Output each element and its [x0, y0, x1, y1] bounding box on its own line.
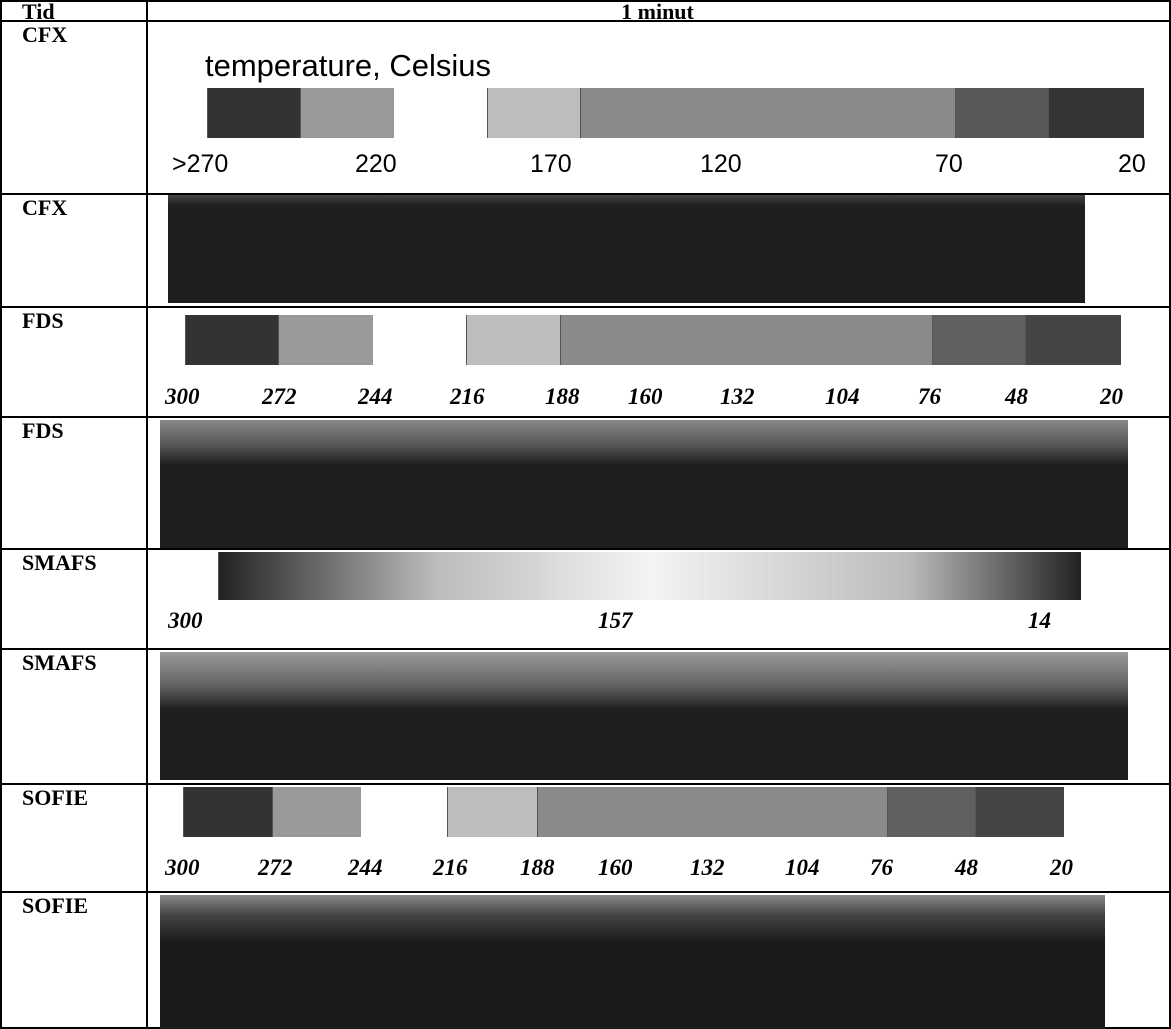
- result-image: [168, 195, 1085, 303]
- tick-label: 300: [165, 384, 200, 409]
- tick-label: 20: [1100, 384, 1123, 409]
- tick-label: 160: [598, 855, 633, 880]
- tick-label: 104: [785, 855, 820, 880]
- result-image: [160, 652, 1128, 780]
- border: [1169, 0, 1171, 1029]
- color-segment: [487, 88, 581, 138]
- tick-label: 132: [720, 384, 755, 409]
- tick-label: 76: [870, 855, 893, 880]
- tick-label: 216: [433, 855, 468, 880]
- header-cell: Tid: [22, 0, 55, 24]
- row-label: FDS: [22, 418, 64, 443]
- row-label: FDS: [22, 308, 64, 333]
- header-cell: 1 minut: [621, 0, 694, 24]
- color-gradient: [218, 552, 1081, 600]
- border: [0, 306, 1171, 308]
- row-label: SMAFS: [22, 650, 97, 675]
- color-segment: [537, 787, 888, 837]
- tick-label: 244: [348, 855, 383, 880]
- row-label: CFX: [22, 22, 68, 47]
- tick-label: 48: [955, 855, 978, 880]
- result-image: [160, 420, 1128, 548]
- tick-label: 132: [690, 855, 725, 880]
- tick-label: 188: [520, 855, 555, 880]
- tick-label: 20: [1050, 855, 1073, 880]
- tick-label: 157: [598, 608, 633, 633]
- color-segment: [975, 787, 1064, 837]
- tick-label: >270: [172, 150, 229, 178]
- border: [0, 20, 1171, 22]
- color-segment: [955, 88, 1049, 138]
- tick-label: 14: [1028, 608, 1051, 633]
- row-label: CFX: [22, 195, 68, 220]
- tick-label: 272: [258, 855, 293, 880]
- color-segment: [447, 787, 538, 837]
- tick-label: 216: [450, 384, 485, 409]
- border: [0, 648, 1171, 650]
- scale-title: temperature, Celsius: [205, 48, 492, 83]
- color-segment: [1048, 88, 1144, 138]
- tick-label: 76: [918, 384, 941, 409]
- tick-label: 120: [700, 150, 742, 178]
- border: [0, 0, 2, 1029]
- border: [0, 0, 1171, 2]
- color-segment: [272, 787, 361, 837]
- border: [146, 0, 148, 1029]
- color-segment: [278, 315, 373, 365]
- color-segment: [560, 315, 933, 365]
- tick-label: 48: [1005, 384, 1028, 409]
- tick-label: 300: [168, 608, 203, 633]
- tick-label: 272: [262, 384, 297, 409]
- color-segment: [466, 315, 561, 365]
- tick-label: 188: [545, 384, 580, 409]
- color-segment: [207, 88, 301, 138]
- tick-label: 300: [165, 855, 200, 880]
- row-label: SOFIE: [22, 893, 89, 918]
- border: [0, 783, 1171, 785]
- tick-label: 244: [358, 384, 393, 409]
- color-segment: [185, 315, 279, 365]
- border: [0, 548, 1171, 550]
- tick-label: 20: [1118, 150, 1146, 178]
- row-label: SOFIE: [22, 785, 89, 810]
- border: [0, 891, 1171, 893]
- border: [0, 416, 1171, 418]
- tick-label: 220: [355, 150, 397, 178]
- tick-label: 70: [935, 150, 963, 178]
- tick-label: 160: [628, 384, 663, 409]
- row-label: SMAFS: [22, 550, 97, 575]
- color-segment: [300, 88, 394, 138]
- color-segment: [580, 88, 956, 138]
- result-image: [160, 895, 1105, 1029]
- color-segment: [887, 787, 976, 837]
- color-segment: [1025, 315, 1121, 365]
- tick-label: 170: [530, 150, 572, 178]
- color-segment: [932, 315, 1026, 365]
- tick-label: 104: [825, 384, 860, 409]
- border: [0, 193, 1171, 195]
- color-segment: [183, 787, 273, 837]
